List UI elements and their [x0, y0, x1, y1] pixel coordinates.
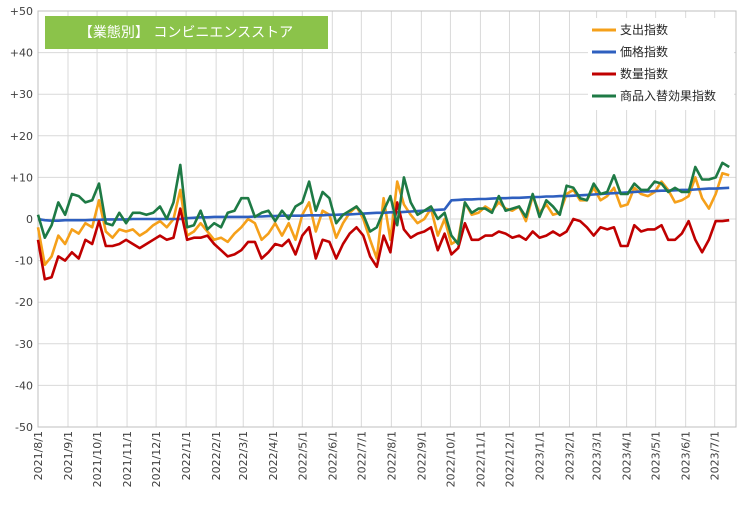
series-line-3 — [36, 161, 730, 246]
x-tick-label: 2022/2/1 — [210, 431, 223, 480]
y-tick-label: +40 — [10, 47, 33, 60]
x-tick-label: 2023/3/1 — [591, 431, 604, 480]
x-tick-label: 2022/8/1 — [385, 431, 398, 480]
x-tick-label: 2023/5/1 — [650, 431, 663, 480]
legend-label: 価格指数 — [620, 44, 668, 59]
legend-label: 商品入替効果指数 — [620, 88, 716, 103]
x-tick-label: 2023/7/1 — [709, 431, 722, 480]
y-tick-label: +30 — [10, 88, 33, 101]
y-tick-label: -20 — [15, 296, 33, 309]
x-tick-label: 2023/4/1 — [621, 431, 634, 480]
x-tick-label: 2022/10/1 — [444, 431, 457, 487]
y-tick-label: -40 — [15, 379, 33, 392]
x-tick-label: 2022/5/1 — [296, 431, 309, 480]
y-tick-label: +20 — [10, 130, 33, 143]
y-tick-label: -10 — [15, 255, 33, 268]
y-tick-label: -30 — [15, 338, 33, 351]
x-tick-label: 2022/7/1 — [355, 431, 368, 480]
series-line-2 — [36, 201, 730, 281]
x-tick-label: 2021/8/1 — [32, 431, 45, 480]
y-tick-label: +50 — [10, 5, 33, 18]
x-tick-label: 2021/11/1 — [121, 431, 134, 487]
x-tick-label: 2021/10/1 — [91, 431, 104, 487]
x-tick-label: 2022/12/1 — [503, 431, 516, 487]
x-tick-label: 2022/11/1 — [474, 431, 487, 487]
series-lines — [36, 161, 730, 281]
x-tick-label: 2022/1/1 — [180, 431, 193, 480]
series-line-0 — [36, 171, 730, 267]
x-tick-label: 2023/6/1 — [680, 431, 693, 480]
y-tick-label: -50 — [15, 421, 33, 434]
y-tick-label: 0 — [26, 213, 33, 226]
y-tick-label: +10 — [10, 171, 33, 184]
legend-label: 支出指数 — [620, 22, 668, 37]
x-tick-label: 2022/6/1 — [326, 431, 339, 480]
chart-title-box: 【業態別】 コンビニエンスストア — [45, 16, 328, 49]
legend-label: 数量指数 — [620, 66, 668, 81]
chart-title: 【業態別】 コンビニエンスストア — [79, 25, 293, 41]
x-tick-label: 2022/9/1 — [415, 431, 428, 480]
x-tick-label: 2022/4/1 — [267, 431, 280, 480]
x-tick-label: 2023/2/1 — [563, 431, 576, 480]
x-tick-label: 2023/1/1 — [533, 431, 546, 480]
x-tick-label: 2021/12/1 — [150, 431, 163, 487]
x-tick-label: 2022/3/1 — [237, 431, 250, 480]
title-background — [45, 16, 328, 49]
x-tick-label: 2021/9/1 — [62, 431, 75, 480]
